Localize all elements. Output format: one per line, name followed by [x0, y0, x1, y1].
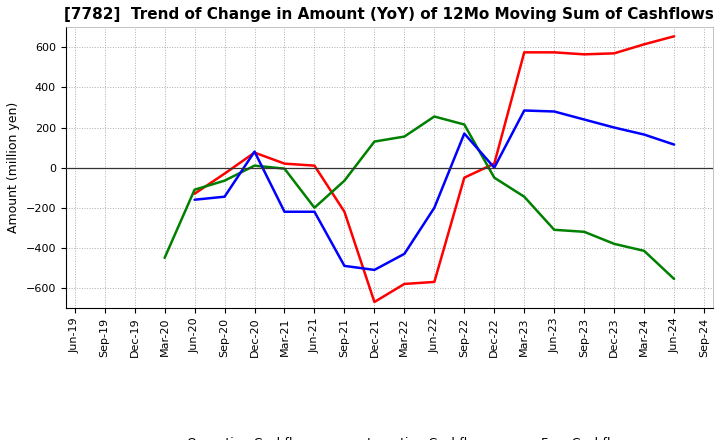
Investing Cashflow: [640, 248, 649, 253]
Investing Cashflow: [370, 139, 379, 144]
Investing Cashflow: [670, 276, 678, 282]
Investing Cashflow: [310, 205, 319, 210]
Investing Cashflow: [400, 134, 409, 139]
Y-axis label: Amount (million yen): Amount (million yen): [7, 102, 20, 233]
Investing Cashflow: [430, 114, 438, 119]
Investing Cashflow: [190, 187, 199, 192]
Investing Cashflow: [550, 227, 559, 232]
Line: Investing Cashflow: Investing Cashflow: [165, 117, 674, 279]
Investing Cashflow: [580, 229, 588, 235]
Legend: Operating Cashflow, Investing Cashflow, Free Cashflow: Operating Cashflow, Investing Cashflow, …: [145, 432, 634, 440]
Investing Cashflow: [610, 241, 618, 246]
Investing Cashflow: [251, 163, 259, 168]
Investing Cashflow: [490, 175, 499, 180]
Investing Cashflow: [220, 178, 229, 183]
Investing Cashflow: [520, 194, 528, 199]
Investing Cashflow: [460, 122, 469, 127]
Investing Cashflow: [161, 255, 169, 260]
Investing Cashflow: [280, 166, 289, 171]
Investing Cashflow: [340, 178, 348, 183]
Title: [7782]  Trend of Change in Amount (YoY) of 12Mo Moving Sum of Cashflows: [7782] Trend of Change in Amount (YoY) o…: [65, 7, 714, 22]
